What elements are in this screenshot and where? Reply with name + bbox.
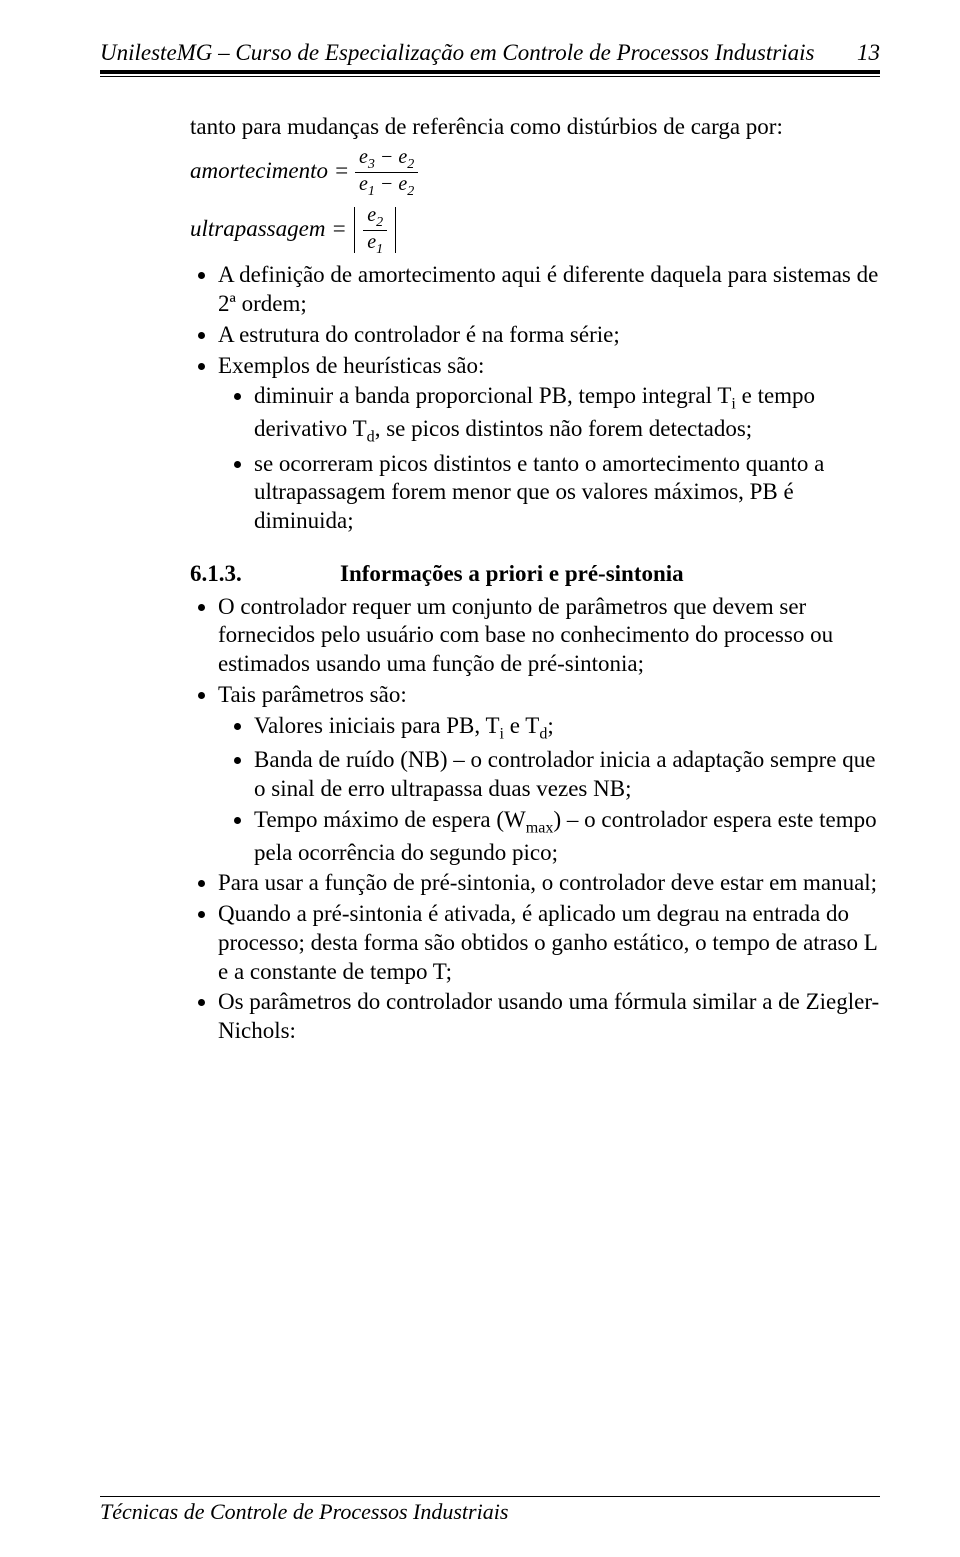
bullet-a-sub-0: diminuir a banda proporcional PB, tempo … <box>254 382 880 447</box>
bsub0-c: e T <box>504 713 539 738</box>
page-header: UnilesteMG – Curso de Especialização em … <box>100 40 880 66</box>
body-content: tanto para mudanças de referência como d… <box>190 113 880 1046</box>
eq2-numerator: e2 <box>363 204 387 231</box>
bsub0-e: ; <box>547 713 553 738</box>
eq1-den-sub1: 1 <box>368 184 375 199</box>
bullet-a-sub-1: se ocorreram picos distintos e tanto o a… <box>254 450 880 536</box>
eq2-fraction: e2 e1 <box>363 204 387 258</box>
bullet-list-b-sub: Valores iniciais para PB, Ti e Td; Banda… <box>218 712 880 868</box>
bullet-b-4: Os parâmetros do controlador usando uma … <box>218 988 880 1046</box>
bsub2-b: max <box>526 820 554 837</box>
section-heading: 6.1.3.Informações a priori e pré-sintoni… <box>190 560 880 589</box>
eq2-lhs: ultrapassagem = <box>190 216 347 241</box>
bullet-list-b: O controlador requer um conjunto de parâ… <box>190 593 880 1046</box>
footer-rule <box>100 1496 880 1497</box>
eq1-num-sub2: 2 <box>407 157 414 172</box>
sub0-e: , se picos distintos não forem detectado… <box>375 416 753 441</box>
header-title: UnilesteMG – Curso de Especialização em … <box>100 40 814 66</box>
eq2-abs: e2 e1 <box>352 204 397 258</box>
bullet-list-a: A definição de amortecimento aqui é dife… <box>190 261 880 536</box>
bullet-a-1: A estrutura do controlador é na forma sé… <box>218 321 880 350</box>
intro-line: tanto para mudanças de referência como d… <box>190 113 880 142</box>
eq1-num-e3: e <box>359 146 368 168</box>
eq1-num-minus: − <box>375 146 399 168</box>
bullet-a-2: Exemplos de heurísticas são: diminuir a … <box>218 352 880 536</box>
page-number: 13 <box>857 40 880 66</box>
section-number: 6.1.3. <box>190 560 340 589</box>
eq1-den-e2: e <box>398 173 407 195</box>
eq1-num-e2: e <box>398 146 407 168</box>
bullet-b-sub-2: Tempo máximo de espera (Wmax) – o contro… <box>254 806 880 867</box>
page-footer: Técnicas de Controle de Processos Indust… <box>100 1499 508 1525</box>
page: UnilesteMG – Curso de Especialização em … <box>0 0 960 1557</box>
section-title: Informações a priori e pré-sintonia <box>340 561 684 586</box>
bullet-b-1-text: Tais parâmetros são: <box>218 682 407 707</box>
eq1-lhs: amortecimento = <box>190 158 349 183</box>
sub0-d: d <box>367 429 375 446</box>
eq1-fraction: e3 − e2 e1 − e2 <box>355 146 418 200</box>
eq1-den-sub2: 2 <box>407 184 414 199</box>
bullet-b-2: Para usar a função de pré-sintonia, o co… <box>218 869 880 898</box>
sub0-a: diminuir a banda proporcional PB, tempo … <box>254 383 731 408</box>
eq1-den-minus: − <box>375 173 399 195</box>
eq2-denominator: e1 <box>363 231 387 257</box>
bullet-a-0: A definição de amortecimento aqui é dife… <box>218 261 880 319</box>
eq1-numerator: e3 − e2 <box>355 146 418 173</box>
eq2-num-sub: 2 <box>376 215 383 230</box>
equation-amortecimento: amortecimento = e3 − e2 e1 − e2 <box>190 146 880 200</box>
eq2-den-e: e <box>367 231 376 253</box>
eq1-den-e1: e <box>359 173 368 195</box>
bsub2-a: Tempo máximo de espera (W <box>254 807 526 832</box>
bullet-b-1: Tais parâmetros são: Valores iniciais pa… <box>218 681 880 867</box>
header-rule <box>100 70 880 77</box>
bullet-a-2-text: Exemplos de heurísticas são: <box>218 353 484 378</box>
bullet-b-3: Quando a pré-sintonia é ativada, é aplic… <box>218 900 880 986</box>
bullet-list-a-sub: diminuir a banda proporcional PB, tempo … <box>218 382 880 536</box>
bullet-b-sub-1: Banda de ruído (NB) – o controlador inic… <box>254 746 880 804</box>
equation-ultrapassagem: ultrapassagem = e2 e1 <box>190 204 880 258</box>
bsub0-a: Valores iniciais para PB, T <box>254 713 500 738</box>
eq2-num-e: e <box>367 204 376 226</box>
eq1-denominator: e1 − e2 <box>355 173 418 199</box>
bullet-b-sub-0: Valores iniciais para PB, Ti e Td; <box>254 712 880 745</box>
eq2-den-sub: 1 <box>376 242 383 257</box>
bullet-b-0: O controlador requer um conjunto de parâ… <box>218 593 880 679</box>
eq1-num-sub3: 3 <box>368 157 375 172</box>
